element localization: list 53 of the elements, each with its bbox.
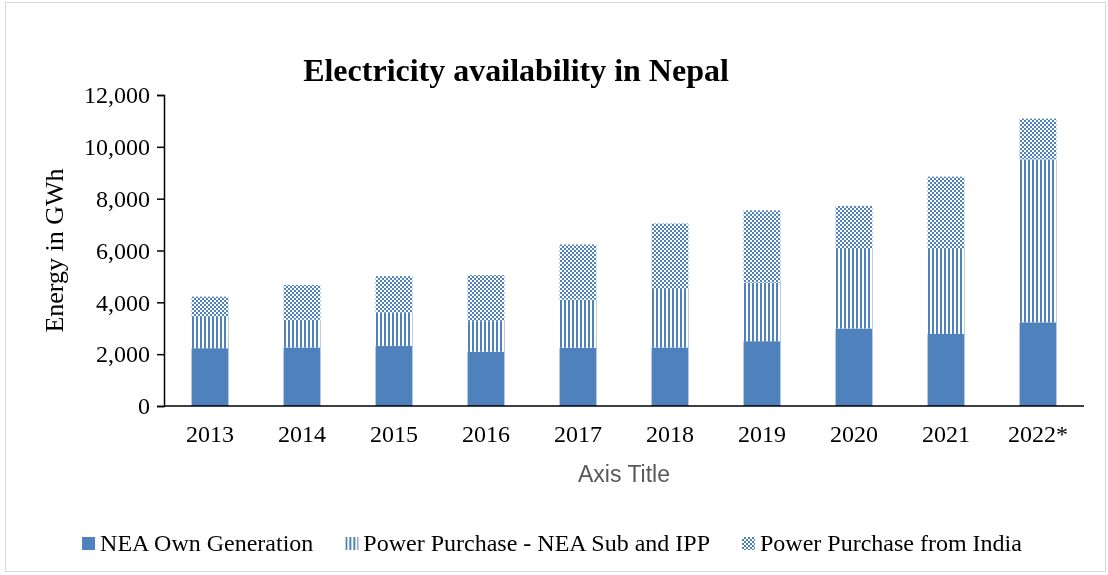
y-axis-title: Energy in GWh — [40, 168, 69, 333]
legend-label: Power Purchase - NEA Sub and IPP — [363, 530, 710, 556]
chart-title: Electricity availability in Nepal — [303, 52, 729, 88]
bar — [1019, 159, 1057, 323]
bar — [835, 328, 873, 406]
x-tick-label: 2019 — [738, 421, 786, 448]
bar — [651, 223, 689, 290]
bar — [283, 347, 321, 406]
x-tick-label: 2022* — [1008, 421, 1068, 448]
y-tick-label: 10,000 — [84, 134, 150, 161]
bar — [927, 248, 965, 334]
bar — [467, 275, 505, 322]
bar — [191, 316, 229, 349]
bar — [191, 296, 229, 317]
legend-label: NEA Own Generation — [100, 530, 314, 556]
bar — [559, 299, 597, 348]
bar — [743, 210, 781, 283]
bar — [375, 312, 413, 346]
bar — [467, 321, 505, 352]
y-tick-label: 6,000 — [96, 237, 150, 264]
bar — [743, 282, 781, 342]
bar — [651, 347, 689, 406]
bar — [927, 176, 965, 249]
x-tick-label: 2021 — [922, 421, 970, 448]
y-tick-label: 0 — [138, 393, 150, 420]
bar — [283, 284, 321, 320]
y-tick-label: 12,000 — [84, 82, 150, 109]
bar — [283, 319, 321, 348]
bar — [835, 249, 873, 329]
y-tick-label: 8,000 — [96, 185, 150, 212]
bar — [743, 341, 781, 406]
x-axis-title: Axis Title — [577, 461, 671, 487]
x-tick-label: 2017 — [554, 421, 602, 448]
bar — [651, 289, 689, 348]
bar — [1019, 322, 1057, 406]
x-tick-label: 2013 — [186, 421, 234, 448]
x-tick-label: 2018 — [646, 421, 694, 448]
bar — [835, 205, 873, 250]
y-tick-label: 4,000 — [96, 289, 150, 316]
legend-label: Power Purchase from India — [759, 530, 1023, 556]
x-tick-label: 2015 — [370, 421, 418, 448]
y-tick-label: 2,000 — [96, 341, 150, 368]
bar — [1019, 118, 1057, 160]
bar — [559, 244, 597, 300]
bar — [375, 276, 413, 313]
x-tick-label: 2016 — [462, 421, 510, 448]
bar — [559, 347, 597, 406]
bar — [191, 348, 229, 406]
bar — [467, 351, 505, 406]
x-tick-label: 2014 — [278, 421, 326, 448]
x-tick-label: 2020 — [830, 421, 878, 448]
bar — [375, 345, 413, 406]
bar — [927, 333, 965, 406]
